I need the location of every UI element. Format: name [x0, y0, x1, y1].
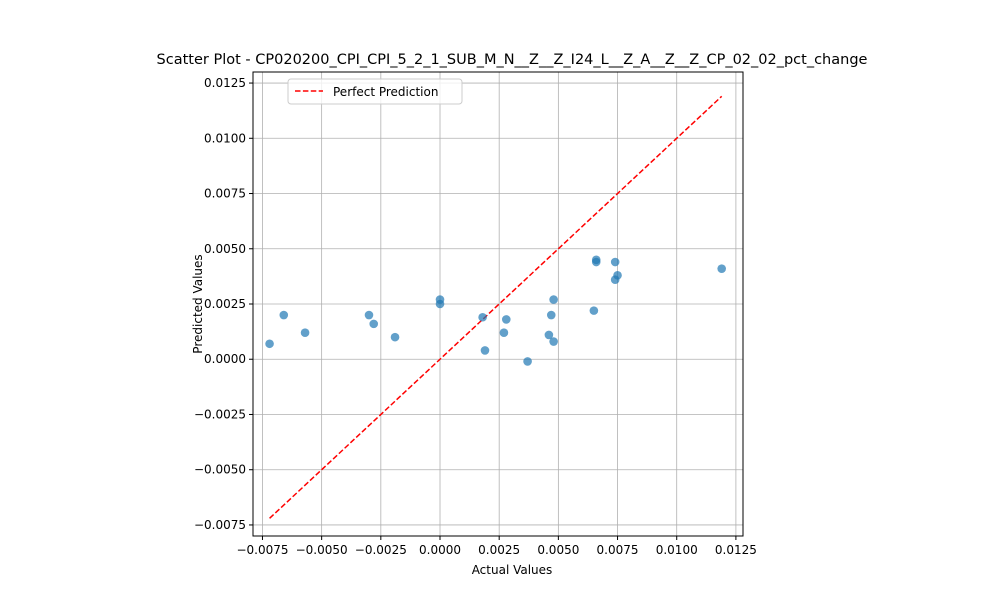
- data-point: [613, 270, 622, 280]
- data-point: [480, 346, 490, 355]
- x-tick-label: 0.0125: [715, 543, 757, 557]
- data-point: [265, 339, 274, 349]
- data-point: [544, 330, 554, 340]
- legend-box: [287, 78, 463, 105]
- x-tick-label: −0.0075: [236, 543, 288, 557]
- y-tick-label: 0.0125: [204, 76, 246, 90]
- y-tick-label: 0.0000: [204, 352, 246, 366]
- x-tick-label: −0.0025: [355, 543, 407, 557]
- y-axis-label: Predicted Values: [191, 254, 205, 353]
- x-tick-label: 0.0000: [419, 543, 461, 557]
- data-point: [546, 310, 556, 320]
- data-point: [589, 306, 599, 315]
- data-point: [390, 332, 400, 342]
- data-point: [478, 312, 487, 322]
- data-point: [549, 337, 558, 346]
- points-layer: [265, 255, 726, 366]
- y-tick-label: 0.0050: [204, 242, 246, 256]
- data-point: [549, 295, 558, 304]
- x-tick-label: 0.0050: [537, 543, 579, 557]
- data-point: [364, 310, 374, 320]
- data-point: [610, 257, 620, 267]
- y-tick-label: −0.0025: [194, 407, 246, 421]
- data-point: [279, 310, 289, 320]
- x-tick-label: 0.0100: [656, 543, 698, 557]
- data-point: [435, 299, 445, 309]
- x-tick-label: 0.0075: [597, 543, 639, 557]
- chart-title: Scatter Plot - CP020200_CPI_CPI_5_2_1_SU…: [157, 52, 868, 68]
- y-tick-label: 0.0075: [204, 187, 246, 201]
- y-axis: −0.0075 −0.0050 −0.0025 0.0000 0.0025 0.0050 0…: [194, 76, 253, 532]
- legend: Perfect Prediction: [287, 78, 463, 105]
- perfect-prediction-line: [269, 95, 723, 519]
- data-point: [369, 319, 379, 329]
- perfect-prediction-line-layer: [269, 95, 723, 519]
- data-point: [523, 357, 532, 366]
- y-tick-label: 0.0100: [204, 131, 246, 145]
- x-axis-label: Actual Values: [472, 563, 553, 577]
- data-point: [501, 315, 511, 324]
- data-point: [591, 257, 601, 267]
- y-tick-label: 0.0025: [204, 297, 246, 311]
- x-tick-label: −0.0050: [296, 543, 348, 557]
- data-point: [499, 328, 509, 338]
- x-axis: −0.0075 −0.0050 −0.0025 0.0000 0.0025 0.0050 0…: [236, 536, 757, 557]
- y-tick-label: −0.0050: [194, 463, 246, 477]
- x-tick-label: 0.0025: [478, 543, 520, 557]
- data-point: [300, 328, 310, 338]
- grid: [253, 72, 743, 536]
- data-point: [717, 264, 726, 273]
- y-tick-label: −0.0075: [194, 518, 246, 532]
- legend-label: Perfect Prediction: [333, 85, 438, 99]
